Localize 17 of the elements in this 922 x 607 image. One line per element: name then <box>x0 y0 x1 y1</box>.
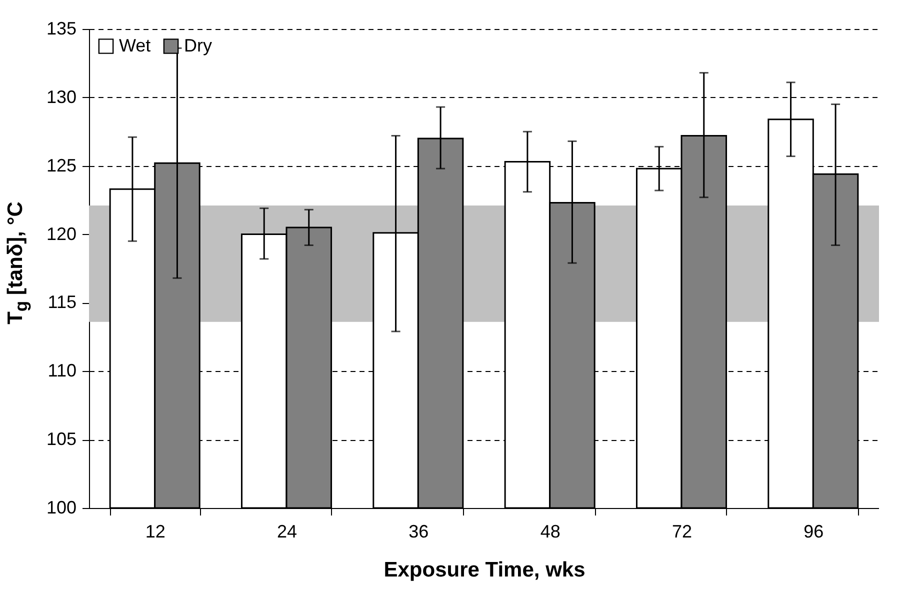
x-tick-label: 48 <box>540 522 560 542</box>
y-tick-label: 125 <box>46 155 76 176</box>
y-tick-label: 115 <box>48 292 76 312</box>
y-tick-label: 110 <box>48 360 76 381</box>
y-tick-label: 135 <box>46 18 76 38</box>
y-tick-label: 120 <box>46 224 76 244</box>
legend-label: Wet <box>119 35 151 56</box>
x-tick-label: 12 <box>145 522 166 542</box>
y-tick-label: 100 <box>46 498 76 518</box>
y-tick-label: 105 <box>46 429 76 450</box>
x-tick-label: 72 <box>672 522 692 542</box>
x-tick-label: 36 <box>408 522 429 542</box>
x-tick-label: 24 <box>276 522 298 542</box>
x-axis-title: Exposure Time, wks <box>384 558 586 582</box>
y-tick-label: 130 <box>46 86 76 107</box>
x-tick-label: 96 <box>804 522 824 542</box>
legend-label: Dry <box>184 35 212 56</box>
